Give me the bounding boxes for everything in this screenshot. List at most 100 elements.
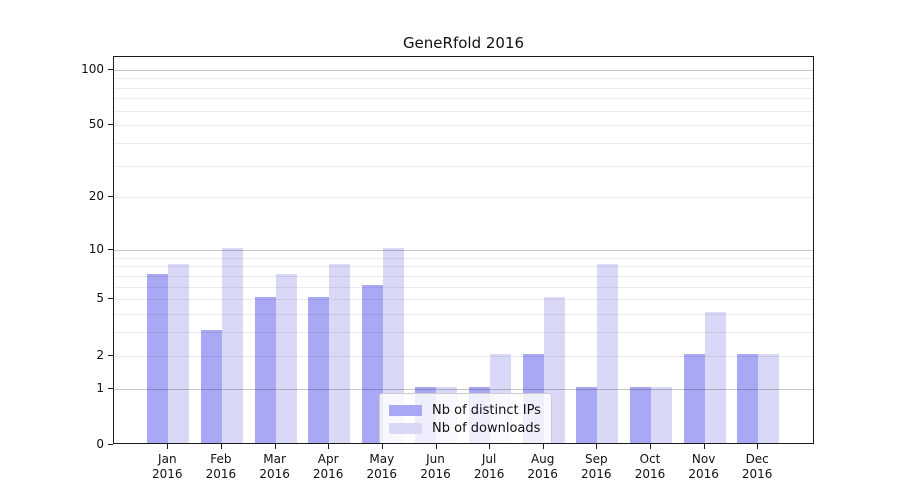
y-tick-100 (108, 68, 113, 70)
bar-downloads-mar (275, 273, 297, 443)
gridline-y-3 (114, 332, 813, 334)
y-tick-label-100: 100 (81, 61, 104, 76)
y-tick-label-0: 0 (96, 437, 104, 451)
x-tick-month-oct: Oct (639, 452, 661, 466)
gridline-y-9 (114, 257, 813, 259)
gridline-y-100 (114, 69, 813, 71)
bar-downloads-oct (650, 386, 672, 443)
x-tick-year-dec: 2016 (741, 467, 773, 481)
x-tick-year-jul: 2016 (473, 467, 505, 481)
bar-downloads-feb (221, 248, 243, 443)
x-tick-feb (220, 444, 222, 449)
y-tick-label-2: 2 (96, 347, 104, 362)
gridline-y-60 (114, 110, 813, 112)
x-tick-month-nov: Nov (691, 452, 716, 466)
gridline-y-8 (114, 266, 813, 268)
x-tick-jun (435, 444, 437, 449)
x-tick-label-dec: Dec 2016 (725, 452, 789, 482)
x-tick-label-apr: Apr 2016 (296, 452, 360, 482)
x-tick-year-may: 2016 (366, 467, 398, 481)
x-tick-label-oct: Oct 2016 (618, 452, 682, 482)
x-tick-month-jun: Jun (426, 452, 445, 466)
gridline-y-10 (114, 250, 813, 251)
x-tick-jul (489, 444, 491, 449)
gridline-y-70 (114, 98, 813, 100)
x-tick-year-mar: 2016 (259, 467, 290, 481)
y-tick-20 (108, 196, 113, 198)
bar-distinct-ips-feb (200, 330, 222, 443)
x-tick-label-jul: Jul 2016 (457, 452, 521, 482)
x-tick-year-jan: 2016 (152, 467, 183, 481)
y-tick-2 (108, 354, 113, 356)
y-tick-10 (108, 249, 113, 250)
gridline-y-80 (114, 87, 813, 89)
gridline-y-7 (114, 275, 813, 277)
y-tick-label-1: 1 (96, 380, 104, 395)
x-tick-label-feb: Feb 2016 (189, 452, 253, 482)
bar-distinct-ips-apr (308, 297, 330, 443)
gridline-y-6 (114, 286, 813, 288)
gridline-y-50 (114, 125, 813, 127)
bar-distinct-ips-mar (254, 297, 276, 443)
x-tick-year-nov: 2016 (688, 467, 719, 481)
gridline-y-40 (114, 143, 813, 144)
x-tick-month-mar: Mar (263, 452, 286, 466)
y-tick-label-20: 20 (88, 189, 104, 204)
bar-downloads-nov (704, 312, 726, 443)
x-tick-dec (757, 444, 759, 449)
x-tick-oct (650, 444, 651, 449)
x-tick-month-aug: Aug (530, 452, 555, 466)
gridline-y-2 (114, 355, 813, 357)
x-tick-year-feb: 2016 (205, 467, 237, 481)
y-tick-5 (108, 298, 113, 300)
y-tick-1 (108, 387, 113, 389)
x-tick-month-apr: Apr (317, 452, 339, 466)
x-tick-label-may: May 2016 (350, 452, 414, 482)
x-tick-label-mar: Mar 2016 (243, 452, 307, 482)
bar-distinct-ips-dec (737, 353, 759, 443)
legend-label-downloads: Nb of downloads (432, 421, 541, 436)
x-tick-label-sep: Sep 2016 (564, 452, 628, 482)
bar-distinct-ips-nov (683, 353, 705, 443)
bar-distinct-ips-may (361, 284, 383, 443)
gridline-y-1 (114, 388, 813, 390)
gridline-y-90 (114, 78, 813, 80)
plot-area: Nb of distinct IPs Nb of downloads (113, 56, 814, 444)
x-tick-year-oct: 2016 (634, 467, 666, 481)
legend: Nb of distinct IPs Nb of downloads (379, 393, 552, 443)
bar-downloads-sep (597, 264, 619, 443)
x-tick-month-jul: Jul (481, 452, 497, 466)
bar-distinct-ips-sep (576, 386, 598, 443)
legend-swatch-distinct-ips (389, 405, 422, 416)
legend-swatch-downloads (389, 423, 422, 434)
y-tick-label-50: 50 (88, 117, 104, 132)
x-tick-jan (167, 444, 169, 449)
x-tick-mar (274, 444, 276, 449)
x-tick-apr (328, 444, 330, 449)
x-tick-label-jan: Jan 2016 (135, 452, 199, 482)
x-tick-label-aug: Aug 2016 (511, 452, 575, 482)
bar-downloads-dec (758, 353, 780, 443)
x-tick-year-aug: 2016 (527, 467, 558, 481)
gridline-y-30 (114, 165, 813, 167)
x-tick-month-dec: Dec (745, 452, 769, 466)
gridline-y-4 (114, 314, 813, 316)
y-tick-0 (108, 444, 113, 445)
x-tick-may (381, 444, 383, 449)
bar-distinct-ips-oct (629, 386, 651, 443)
chart-title: GeneRfold 2016 (402, 34, 525, 52)
x-tick-month-feb: Feb (210, 452, 232, 466)
x-tick-nov (703, 444, 705, 449)
legend-item-distinct-ips: Nb of distinct IPs (389, 403, 541, 418)
y-tick-50 (108, 124, 113, 126)
x-tick-month-sep: Sep (584, 452, 608, 466)
x-tick-year-jun: 2016 (420, 467, 451, 481)
bar-distinct-ips-jan (147, 273, 169, 443)
gridline-y-20 (114, 197, 813, 199)
legend-label-distinct-ips: Nb of distinct IPs (432, 403, 541, 418)
x-tick-label-jun: Jun 2016 (404, 452, 468, 482)
y-tick-label-10: 10 (88, 242, 104, 256)
y-tick-label-5: 5 (96, 291, 104, 306)
x-tick-sep (596, 444, 598, 449)
